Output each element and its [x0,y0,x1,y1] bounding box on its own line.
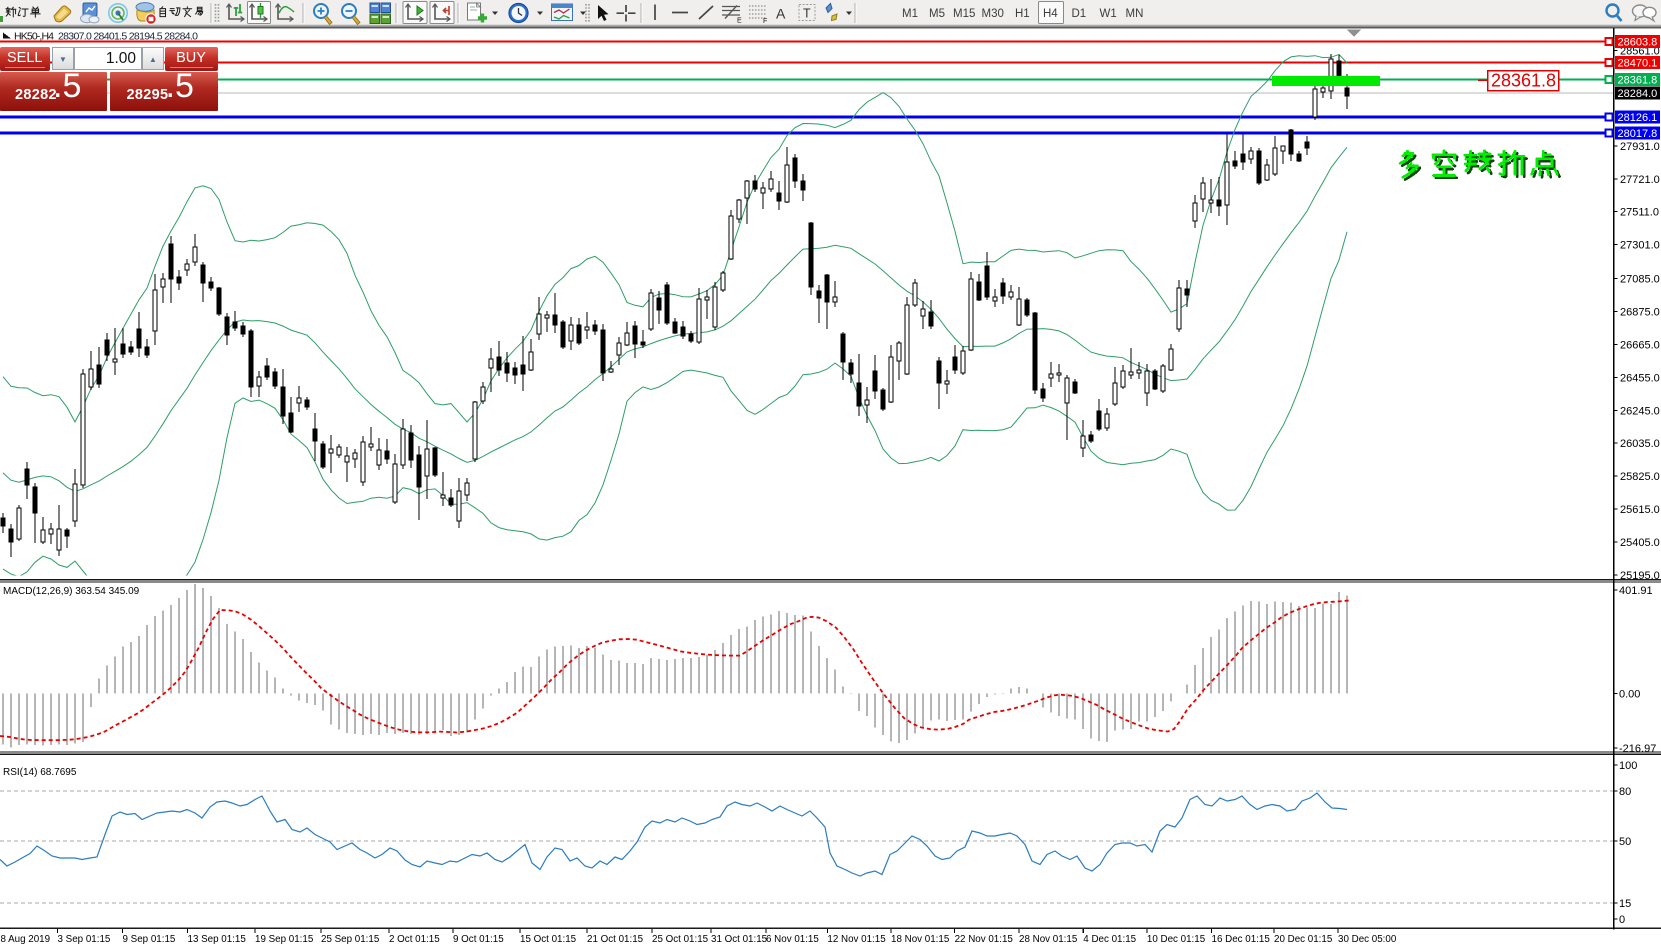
svg-text:28470.1: 28470.1 [1618,58,1658,70]
svg-text:F: F [763,18,767,25]
svg-text:18 Nov 01:15: 18 Nov 01:15 [891,934,950,945]
svg-text:27301.0: 27301.0 [1620,240,1660,252]
svg-text:-216.97: -216.97 [1619,743,1656,755]
svg-text:28 Nov 01:15: 28 Nov 01:15 [1019,934,1078,945]
svg-text:26035.0: 26035.0 [1620,438,1660,450]
svg-text:20 Dec 01:15: 20 Dec 01:15 [1274,934,1333,945]
svg-text:27085.0: 27085.0 [1620,274,1660,286]
svg-text:8 Aug 2019: 8 Aug 2019 [1,934,51,945]
svg-text:28017.8: 28017.8 [1618,128,1658,140]
svg-text:25825.0: 25825.0 [1620,471,1660,483]
svg-text:28307.0 28401.5 28194.5 28284.: 28307.0 28401.5 28194.5 28284.0 [58,31,198,43]
svg-text:15: 15 [1619,898,1631,910]
svg-text:28561.0: 28561.0 [1620,46,1660,58]
svg-text:28126.1: 28126.1 [1618,112,1658,124]
svg-text:27721.0: 27721.0 [1620,174,1660,186]
svg-text:M30: M30 [982,8,1004,20]
svg-text:H4: H4 [1043,8,1058,20]
svg-text:27931.0: 27931.0 [1620,141,1660,153]
svg-text:25195.0: 25195.0 [1620,570,1660,582]
svg-text:2 Oct 01:15: 2 Oct 01:15 [389,934,440,945]
svg-text:100: 100 [1619,760,1637,772]
svg-text:9 Sep 01:15: 9 Sep 01:15 [123,934,176,945]
svg-text:6 Nov 01:15: 6 Nov 01:15 [766,934,819,945]
svg-text:19 Sep 01:15: 19 Sep 01:15 [255,934,314,945]
svg-text:16 Dec 01:15: 16 Dec 01:15 [1212,934,1271,945]
svg-text:A: A [776,6,786,22]
svg-text:25615.0: 25615.0 [1620,504,1660,516]
svg-text:H1: H1 [1015,8,1030,20]
svg-text:25 Sep 01:15: 25 Sep 01:15 [321,934,380,945]
svg-text:12 Nov 01:15: 12 Nov 01:15 [827,934,886,945]
svg-text:4 Dec 01:15: 4 Dec 01:15 [1083,934,1136,945]
svg-text:26665.0: 26665.0 [1620,339,1660,351]
svg-text:80: 80 [1619,786,1631,798]
svg-text:RSI(14) 68.7695: RSI(14) 68.7695 [3,767,77,778]
svg-text:26245.0: 26245.0 [1620,405,1660,417]
svg-text:27511.0: 27511.0 [1620,207,1659,219]
svg-text:28361.8: 28361.8 [1491,71,1556,91]
svg-text:22 Nov 01:15: 22 Nov 01:15 [955,934,1014,945]
svg-text:28284.0: 28284.0 [1618,88,1658,100]
svg-text:28361.8: 28361.8 [1618,75,1658,87]
svg-text:T: T [803,7,811,21]
svg-text:M1: M1 [902,8,918,20]
svg-text:13 Sep 01:15: 13 Sep 01:15 [188,934,247,945]
svg-text:21 Oct 01:15: 21 Oct 01:15 [587,934,644,945]
svg-text:28603.8: 28603.8 [1618,37,1658,49]
svg-text:31 Oct 01:15: 31 Oct 01:15 [711,934,768,945]
svg-text:M5: M5 [929,8,945,20]
svg-text:HK50-,H4: HK50-,H4 [14,31,54,43]
svg-text:26455.0: 26455.0 [1620,372,1660,384]
svg-text:50: 50 [1619,836,1631,848]
svg-text:D1: D1 [1072,8,1087,20]
svg-text:25 Oct 01:15: 25 Oct 01:15 [652,934,709,945]
svg-text:10 Dec 01:15: 10 Dec 01:15 [1147,934,1206,945]
svg-text:W1: W1 [1100,8,1117,20]
svg-text:26875.0: 26875.0 [1620,307,1660,319]
svg-text:MACD(12,26,9) 363.54 345.09: MACD(12,26,9) 363.54 345.09 [3,586,140,597]
svg-text:401.91: 401.91 [1619,585,1653,597]
svg-text:E: E [737,18,742,25]
svg-text:MN: MN [1126,8,1144,20]
svg-text:15 Oct 01:15: 15 Oct 01:15 [520,934,577,945]
svg-text:9 Oct 01:15: 9 Oct 01:15 [453,934,504,945]
svg-text:3 Sep 01:15: 3 Sep 01:15 [58,934,111,945]
svg-text:0.00: 0.00 [1619,689,1640,701]
svg-text:25405.0: 25405.0 [1620,537,1660,549]
svg-text:0: 0 [1619,914,1625,926]
svg-text:30 Dec 05:00: 30 Dec 05:00 [1338,934,1397,945]
svg-text:M15: M15 [953,8,975,20]
